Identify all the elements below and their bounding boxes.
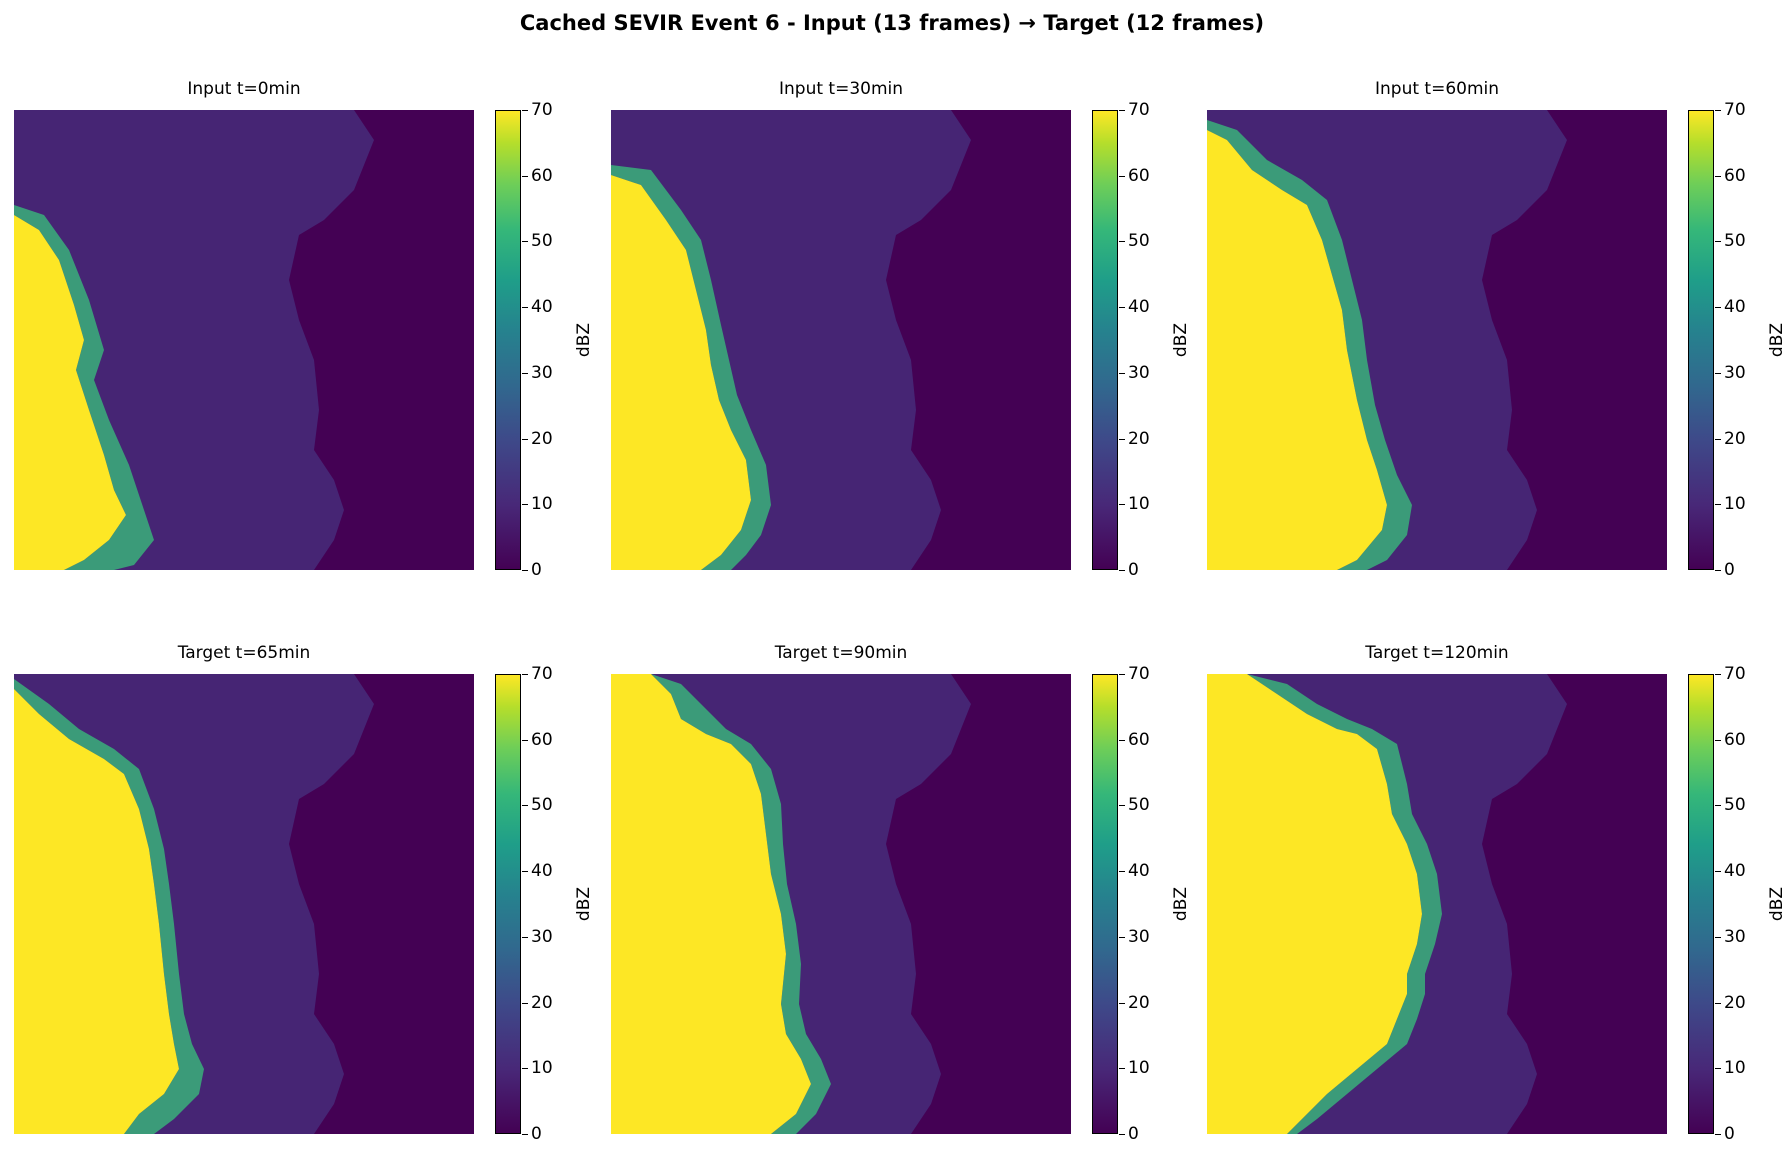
- colorbar-tick-label: 10: [1119, 1058, 1150, 1079]
- colorbar-tick-label: 60: [522, 165, 553, 186]
- radar-field-svg: [14, 110, 374, 570]
- colorbar-tick-label: 30: [522, 926, 553, 947]
- colorbar-tick-label: 10: [1715, 1058, 1746, 1079]
- colorbar-tick-label: 0: [1119, 1124, 1139, 1144]
- colorbar-tick-label: 40: [1119, 297, 1150, 318]
- colorbar-tick-label: 40: [522, 861, 553, 882]
- colorbar-tick-label: 50: [1715, 795, 1746, 816]
- colorbar-tick-label: 70: [1119, 100, 1150, 120]
- colorbar-tick-label: 30: [1715, 362, 1746, 383]
- panel-title: Input t=0min: [187, 79, 301, 99]
- radar-heatmap: [14, 110, 474, 570]
- colorbar-tick-label: 0: [1715, 1124, 1735, 1144]
- panel-title: Target t=120min: [1365, 643, 1509, 663]
- colorbar-tick-label: 10: [1119, 494, 1150, 515]
- radar-heatmap: [1207, 674, 1667, 1134]
- colorbar-tick-label: 70: [1715, 664, 1746, 684]
- colorbar-tick-label: 20: [1119, 428, 1150, 449]
- colorbar-label: dBZ: [1171, 322, 1191, 358]
- colorbar-tick-label: 60: [522, 729, 553, 750]
- panel-title: Target t=90min: [774, 643, 908, 663]
- colorbar-tick-label: 70: [522, 664, 553, 684]
- colorbar-tick-label: 0: [522, 1124, 542, 1144]
- radar-field-svg: [1207, 674, 1567, 1134]
- colorbar: [495, 674, 521, 1134]
- colorbar-tick-label: 30: [1119, 926, 1150, 947]
- panel-title: Input t=60min: [1374, 79, 1500, 99]
- colorbar-tick-label: 30: [522, 362, 553, 383]
- panel-title: Target t=65min: [177, 643, 311, 663]
- colorbar: [1092, 674, 1118, 1134]
- colorbar-label: dBZ: [1171, 886, 1191, 922]
- colorbar-label: dBZ: [574, 886, 594, 922]
- radar-field-svg: [1207, 110, 1567, 570]
- colorbar: [1092, 110, 1118, 570]
- colorbar-tick-label: 0: [522, 560, 542, 580]
- colorbar-tick-label: 50: [1119, 231, 1150, 252]
- radar-heatmap: [1207, 110, 1667, 570]
- colorbar-tick-label: 50: [522, 231, 553, 252]
- colorbar-tick-label: 10: [1715, 494, 1746, 515]
- figure-title: Cached SEVIR Event 6 - Input (13 frames)…: [519, 11, 1265, 35]
- colorbar-tick-label: 20: [1119, 992, 1150, 1013]
- colorbar-tick-label: 30: [1715, 926, 1746, 947]
- reflectivity-transition-band: [1207, 120, 1412, 570]
- panel-title: Input t=30min: [778, 79, 904, 99]
- colorbar-tick-label: 60: [1715, 165, 1746, 186]
- colorbar-tick-label: 40: [1715, 861, 1746, 882]
- colorbar-tick-label: 60: [1119, 729, 1150, 750]
- reflectivity-core-region: [611, 175, 751, 570]
- radar-field-svg: [611, 674, 971, 1134]
- colorbar-tick-label: 20: [522, 428, 553, 449]
- colorbar: [495, 110, 521, 570]
- colorbar-tick-label: 10: [522, 1058, 553, 1079]
- colorbar-label: dBZ: [1767, 322, 1784, 358]
- reflectivity-core-region: [14, 215, 126, 570]
- colorbar-tick-label: 40: [1715, 297, 1746, 318]
- reflectivity-core-region: [14, 689, 179, 1134]
- colorbar-tick-label: 50: [1119, 795, 1150, 816]
- colorbar-tick-label: 70: [1715, 100, 1746, 120]
- reflectivity-core-region: [611, 674, 811, 1134]
- colorbar-tick-label: 20: [1715, 992, 1746, 1013]
- radar-heatmap: [14, 674, 474, 1134]
- colorbar-tick-label: 70: [522, 100, 553, 120]
- colorbar: [1688, 674, 1714, 1134]
- colorbar-tick-label: 60: [1119, 165, 1150, 186]
- colorbar-tick-label: 40: [1119, 861, 1150, 882]
- reflectivity-transition-band: [14, 205, 154, 570]
- radar-heatmap: [611, 674, 1071, 1134]
- reflectivity-transition-band: [14, 679, 204, 1134]
- reflectivity-core-region: [1207, 674, 1422, 1134]
- colorbar-tick-label: 50: [522, 795, 553, 816]
- colorbar-tick-label: 10: [522, 494, 553, 515]
- colorbar-tick-label: 40: [522, 297, 553, 318]
- colorbar-tick-label: 0: [1715, 560, 1735, 580]
- colorbar-tick-label: 0: [1119, 560, 1139, 580]
- colorbar-tick-label: 30: [1119, 362, 1150, 383]
- radar-heatmap: [611, 110, 1071, 570]
- colorbar-tick-label: 20: [1715, 428, 1746, 449]
- reflectivity-transition-band: [651, 674, 831, 1134]
- colorbar-tick-label: 60: [1715, 729, 1746, 750]
- reflectivity-transition-band: [1247, 674, 1442, 1134]
- radar-field-svg: [14, 674, 374, 1134]
- colorbar-tick-label: 70: [1119, 664, 1150, 684]
- reflectivity-transition-band: [611, 165, 771, 570]
- colorbar-tick-label: 20: [522, 992, 553, 1013]
- colorbar: [1688, 110, 1714, 570]
- colorbar-label: dBZ: [1767, 886, 1784, 922]
- colorbar-tick-label: 50: [1715, 231, 1746, 252]
- reflectivity-core-region: [1207, 130, 1387, 570]
- colorbar-label: dBZ: [574, 322, 594, 358]
- radar-field-svg: [611, 110, 971, 570]
